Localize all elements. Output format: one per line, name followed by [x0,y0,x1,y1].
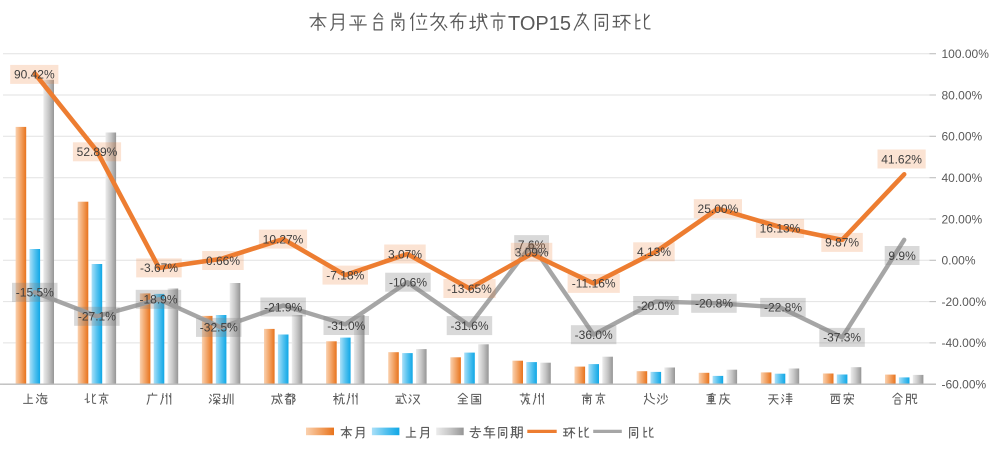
svg-text:16.13%: 16.13% [760,222,801,236]
svg-text:-18.9%: -18.9% [139,293,177,307]
svg-text:7.6%: 7.6% [518,238,546,252]
svg-text:9.9%: 9.9% [888,249,916,263]
svg-text:41.62%: 41.62% [881,152,922,166]
svg-text:20.00%: 20.00% [942,212,983,226]
svg-text:-11.16%: -11.16% [572,277,616,291]
svg-text:-31.0%: -31.0% [327,319,365,333]
svg-text:25.00%: 25.00% [698,202,739,216]
svg-text:-20.0%: -20.0% [637,299,675,313]
svg-text:-32.5%: -32.5% [200,321,238,335]
svg-text:0.00%: 0.00% [942,254,976,268]
svg-text:-10.6%: -10.6% [389,276,427,290]
svg-text:-37.3%: -37.3% [823,331,861,345]
svg-text:-22.8%: -22.8% [764,301,802,315]
svg-text:-27.1%: -27.1% [78,310,116,324]
svg-text:3.09%: 3.09% [515,246,549,260]
svg-text:52.89%: 52.89% [77,145,118,159]
svg-text:10.27%: 10.27% [263,232,304,246]
svg-text:-3.67%: -3.67% [140,261,178,275]
svg-text:-20.8%: -20.8% [695,297,733,311]
svg-text:0.66%: 0.66% [206,254,240,268]
svg-text:4.13%: 4.13% [637,245,671,259]
svg-text:-36.0%: -36.0% [575,328,613,342]
svg-text:-15.5%: -15.5% [16,286,54,300]
svg-text:-40.00%: -40.00% [942,336,987,350]
svg-text:-60.00%: -60.00% [942,378,987,392]
svg-text:100.00%: 100.00% [942,47,990,61]
svg-text:-21.9%: -21.9% [264,300,302,314]
svg-text:60.00%: 60.00% [942,130,983,144]
svg-text:90.42%: 90.42% [14,68,55,82]
svg-text:TOP15: TOP15 [508,13,571,35]
svg-text:80.00%: 80.00% [942,88,983,102]
svg-text:-13.65%: -13.65% [447,282,492,296]
svg-text:9.87%: 9.87% [825,236,859,250]
svg-text:-20.00%: -20.00% [942,295,987,309]
svg-text:3.07%: 3.07% [388,247,422,261]
svg-text:-7.18%: -7.18% [326,268,364,282]
svg-text:40.00%: 40.00% [942,171,983,185]
svg-text:-31.6%: -31.6% [450,319,488,333]
